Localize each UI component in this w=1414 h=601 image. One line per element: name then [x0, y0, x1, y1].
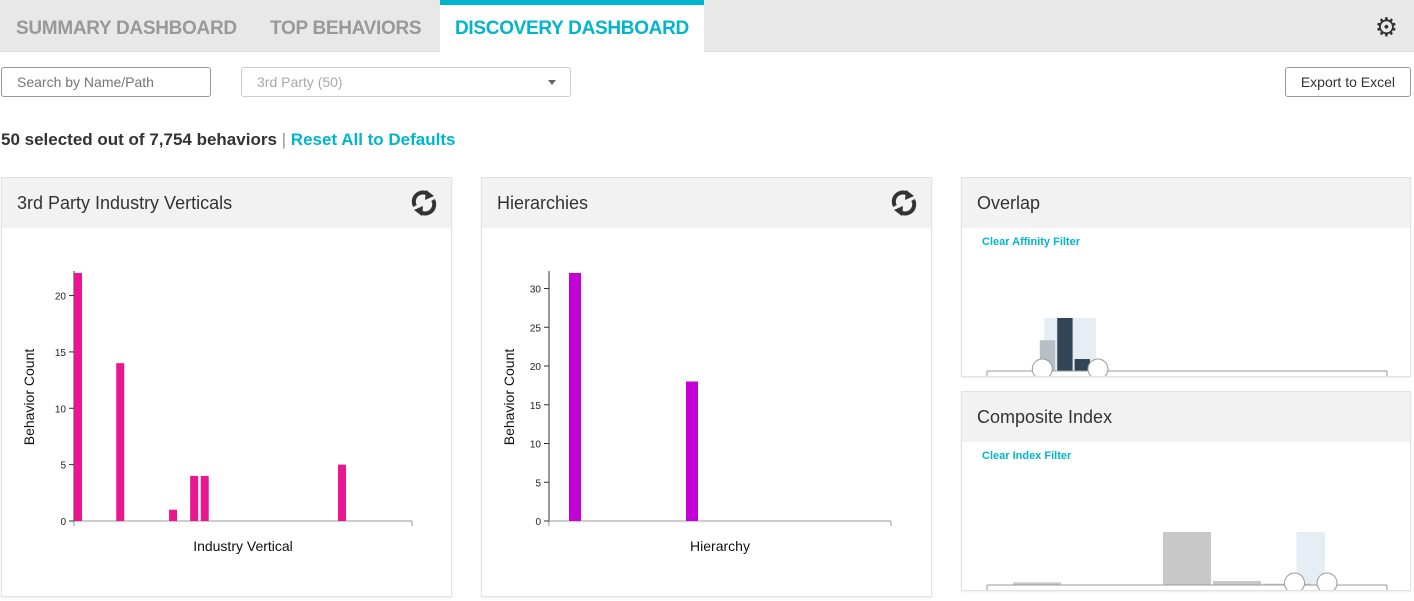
clear-affinity-filter-link[interactable]: Clear Affinity Filter	[982, 236, 1080, 248]
y-tick-label: 20	[55, 292, 67, 303]
export-to-excel-button[interactable]: Export to Excel	[1284, 67, 1411, 97]
y-tick-label: 25	[530, 323, 542, 334]
bar	[200, 475, 209, 521]
industry-chart: 0 5 10 15 20 Industry Vertical Behavior Count	[21, 271, 413, 554]
hierarchy-panel: Hierarchies 0 5 10 15 20 25 30 Hierarchy Behavio…	[481, 177, 932, 597]
search-input[interactable]	[1, 67, 211, 97]
bar	[169, 509, 178, 521]
bar	[569, 273, 581, 521]
selection-status: 50 selected out of 7,754 behaviors | Res…	[1, 130, 455, 150]
bar	[686, 381, 698, 521]
panel-title: 3rd Party Industry Verticals	[17, 193, 233, 213]
histogram-bar	[1013, 582, 1061, 585]
slider-handle[interactable]	[1087, 358, 1109, 380]
panel-title: Hierarchies	[497, 193, 589, 213]
y-tick-label: 0	[535, 517, 541, 528]
slider-handle[interactable]	[1284, 572, 1305, 594]
overlap-histogram[interactable]: 0102030405060708090100110Overlap	[962, 228, 1410, 414]
tab-summary-dashboard[interactable]: SUMMARY DASHBOARD	[16, 18, 237, 39]
y-tick-label: 30	[530, 285, 542, 296]
y-tick-label: 10	[530, 440, 542, 451]
separator: |	[281, 130, 287, 149]
hierarchy-chart: 0 5 10 15 20 25 30 Hierarchy Behavior Count	[501, 271, 892, 554]
caret-down-icon	[548, 80, 556, 89]
y-tick-label: 10	[55, 404, 67, 415]
histogram-bar	[1057, 318, 1073, 371]
reset-all-link[interactable]: Reset All to Defaults	[290, 130, 456, 149]
histogram-bar	[1163, 532, 1211, 585]
y-tick-label: 5	[60, 461, 66, 472]
refresh-icon[interactable]	[887, 190, 921, 216]
index-histogram[interactable]: -3-2-1012345Index	[962, 442, 1410, 601]
bar	[74, 273, 82, 521]
clear-index-filter-link[interactable]: Clear Index Filter	[982, 450, 1072, 462]
tab-discovery-dashboard[interactable]: DISCOVERY DASHBOARD	[440, 0, 704, 53]
slider-handle[interactable]	[1031, 358, 1053, 380]
panel-title: Composite Index	[977, 407, 1113, 427]
industry-panel: 3rd Party Industry Verticals 0 5 10 15 20 Ind…	[1, 177, 452, 597]
bar	[338, 464, 346, 521]
x-axis-label: Hierarchy	[690, 538, 750, 554]
bar	[116, 363, 125, 521]
tab-top-behaviors[interactable]: TOP BEHAVIORS	[270, 18, 422, 39]
overlap-panel: Overlap Clear Affinity Filter 0102030405…	[961, 177, 1411, 414]
histogram-bar	[1213, 581, 1261, 585]
y-tick-label: 15	[55, 348, 67, 359]
y-axis-label: Behavior Count	[21, 349, 37, 446]
y-tick-label: 0	[60, 517, 66, 528]
histogram-bar	[1074, 359, 1090, 371]
y-tick-label: 15	[530, 401, 542, 412]
y-tick-label: 20	[530, 362, 542, 373]
source-select[interactable]: 3rd Party (50)	[241, 67, 571, 97]
selection-count: 50 selected out of 7,754 behaviors	[1, 130, 277, 149]
bar	[190, 475, 199, 521]
composite-index-panel: Composite Index Clear Index Filter -3-2-…	[961, 391, 1411, 601]
gear-icon[interactable]: ⚙	[1374, 12, 1398, 42]
x-axis-label: Industry Vertical	[193, 538, 293, 554]
tab-bar: SUMMARY DASHBOARD TOP BEHAVIORS DISCOVER…	[0, 0, 1414, 53]
y-axis-label: Behavior Count	[501, 349, 517, 446]
y-tick-label: 5	[535, 478, 541, 489]
refresh-icon[interactable]	[407, 190, 441, 216]
panel-title: Overlap	[977, 193, 1041, 213]
select-value: 3rd Party (50)	[257, 74, 343, 90]
slider-handle[interactable]	[1316, 572, 1338, 594]
